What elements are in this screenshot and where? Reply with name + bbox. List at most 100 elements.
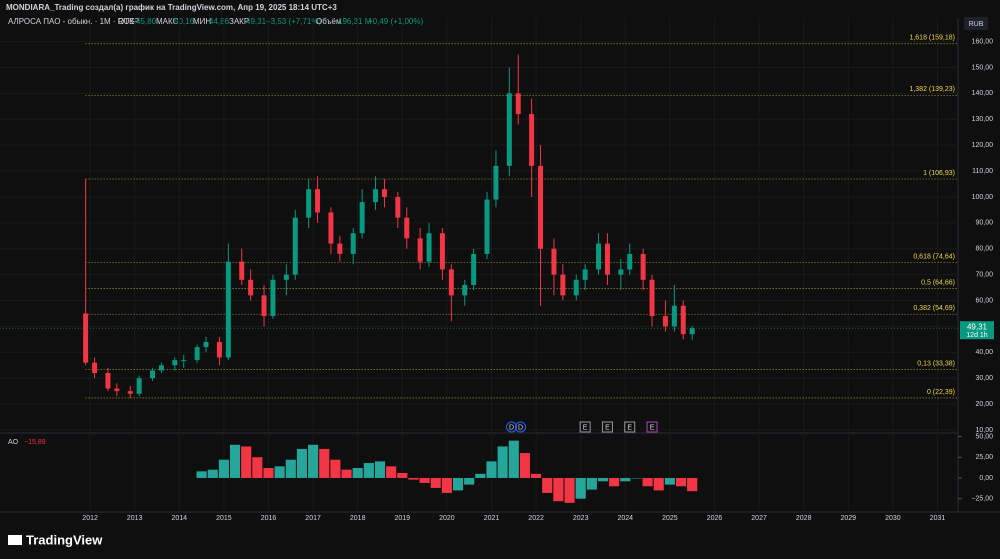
ao-bar	[508, 440, 519, 478]
fib-label: 0,5 (64,66)	[921, 279, 955, 286]
x-tick-label: 2029	[840, 515, 856, 522]
candle-body	[680, 305, 686, 335]
ao-title: AO	[8, 439, 19, 446]
candle-body	[150, 370, 156, 379]
close: 49,31	[246, 17, 267, 26]
x-tick-label: 2030	[885, 515, 901, 522]
candle-body	[114, 388, 120, 392]
ao-bar	[597, 477, 609, 482]
candle-body	[315, 189, 321, 213]
last-price-box	[960, 321, 994, 340]
candle-body	[105, 373, 111, 389]
event-label[interactable]: E	[627, 424, 632, 431]
candle-body	[604, 243, 610, 275]
x-tick-label: 2016	[261, 515, 277, 522]
ao-bar	[352, 468, 363, 478]
candle-body	[618, 269, 624, 275]
candle-body	[181, 360, 187, 362]
low-label: МИН	[193, 17, 211, 26]
ao-tick-label: −25,00	[971, 496, 993, 503]
x-tick-label: 2031	[930, 515, 946, 522]
candle-body	[337, 243, 343, 254]
candle-body	[270, 279, 276, 317]
candle-body	[573, 279, 579, 296]
event-label[interactable]: E	[605, 424, 610, 431]
y-tick-label: 140,00	[972, 90, 994, 97]
last-price-label: 49,31	[967, 322, 988, 331]
x-tick-label: 2025	[662, 515, 678, 522]
ao-bar	[263, 468, 274, 478]
fib-label: 1 (106,93)	[923, 170, 955, 177]
candle-body	[404, 217, 410, 239]
y-tick-label: 70,00	[975, 271, 993, 278]
candle-body	[515, 93, 521, 115]
candle-body	[239, 261, 245, 280]
candle-body	[471, 253, 477, 285]
x-tick-label: 2020	[439, 515, 455, 522]
candle-body	[83, 313, 89, 363]
candle-body	[127, 391, 133, 394]
ao-bar	[274, 466, 285, 478]
ao-bar	[341, 469, 352, 478]
candle-body	[551, 248, 557, 275]
candle-body	[493, 165, 499, 200]
ao-bar	[519, 453, 531, 478]
event-label[interactable]: D	[509, 424, 514, 431]
ao-bar	[575, 477, 586, 499]
y-tick-label: 90,00	[975, 220, 993, 227]
ao-bar	[285, 459, 296, 478]
ao-bar	[441, 477, 452, 493]
event-marker[interactable]	[624, 421, 636, 433]
ao-bar	[664, 477, 675, 485]
ao-bar	[642, 477, 653, 487]
candle-body	[506, 93, 512, 166]
candle-body	[462, 284, 468, 296]
y-tick-label: 80,00	[975, 246, 993, 253]
ao-bar	[229, 444, 241, 478]
ao-bar	[430, 477, 441, 488]
ao-bar	[363, 463, 374, 478]
currency-box[interactable]	[964, 17, 988, 30]
open-label: ОТКР	[118, 17, 139, 26]
candle-body	[136, 378, 142, 394]
y-tick-label: 150,00	[972, 64, 994, 71]
fib-label: 0 (22,39)	[927, 389, 955, 396]
y-tick-label: 40,00	[975, 349, 993, 356]
candle-body	[283, 274, 289, 280]
ao-bar	[620, 477, 631, 482]
candle-body	[395, 196, 401, 218]
event-marker[interactable]	[601, 421, 613, 433]
candle-body	[627, 253, 633, 270]
event-label[interactable]: E	[650, 424, 655, 431]
candle-body	[649, 279, 655, 317]
event-marker[interactable]	[579, 421, 591, 433]
event-label[interactable]: E	[583, 424, 588, 431]
ao-bar	[464, 477, 475, 485]
ao-bar	[687, 477, 698, 492]
currency[interactable]: RUB	[969, 21, 984, 28]
event-label[interactable]: D	[518, 424, 523, 431]
x-tick-label: 2018	[350, 515, 366, 522]
event-marker[interactable]	[514, 421, 526, 433]
ao-last: −15,89	[24, 439, 46, 446]
x-tick-label: 2028	[796, 515, 812, 522]
event-marker[interactable]	[506, 421, 518, 433]
event-marker[interactable]	[646, 421, 658, 433]
ao-bar	[486, 461, 497, 478]
candle-body	[484, 199, 490, 254]
logo-text: TradingView	[26, 532, 103, 547]
candle-body	[261, 295, 267, 317]
candle-body	[417, 238, 423, 262]
candle-body	[292, 217, 298, 275]
ao-bar	[241, 446, 252, 478]
x-tick-label: 2013	[127, 515, 143, 522]
fib-label: 0,13 (33,38)	[917, 360, 955, 367]
fib-label: 1,618 (159,18)	[909, 35, 955, 42]
ao-bar	[196, 471, 207, 478]
x-tick-label: 2022	[528, 515, 544, 522]
ao-bar	[542, 477, 553, 493]
x-tick-label: 2015	[216, 515, 232, 522]
ao-bar	[374, 461, 386, 478]
candle-body	[671, 305, 677, 327]
